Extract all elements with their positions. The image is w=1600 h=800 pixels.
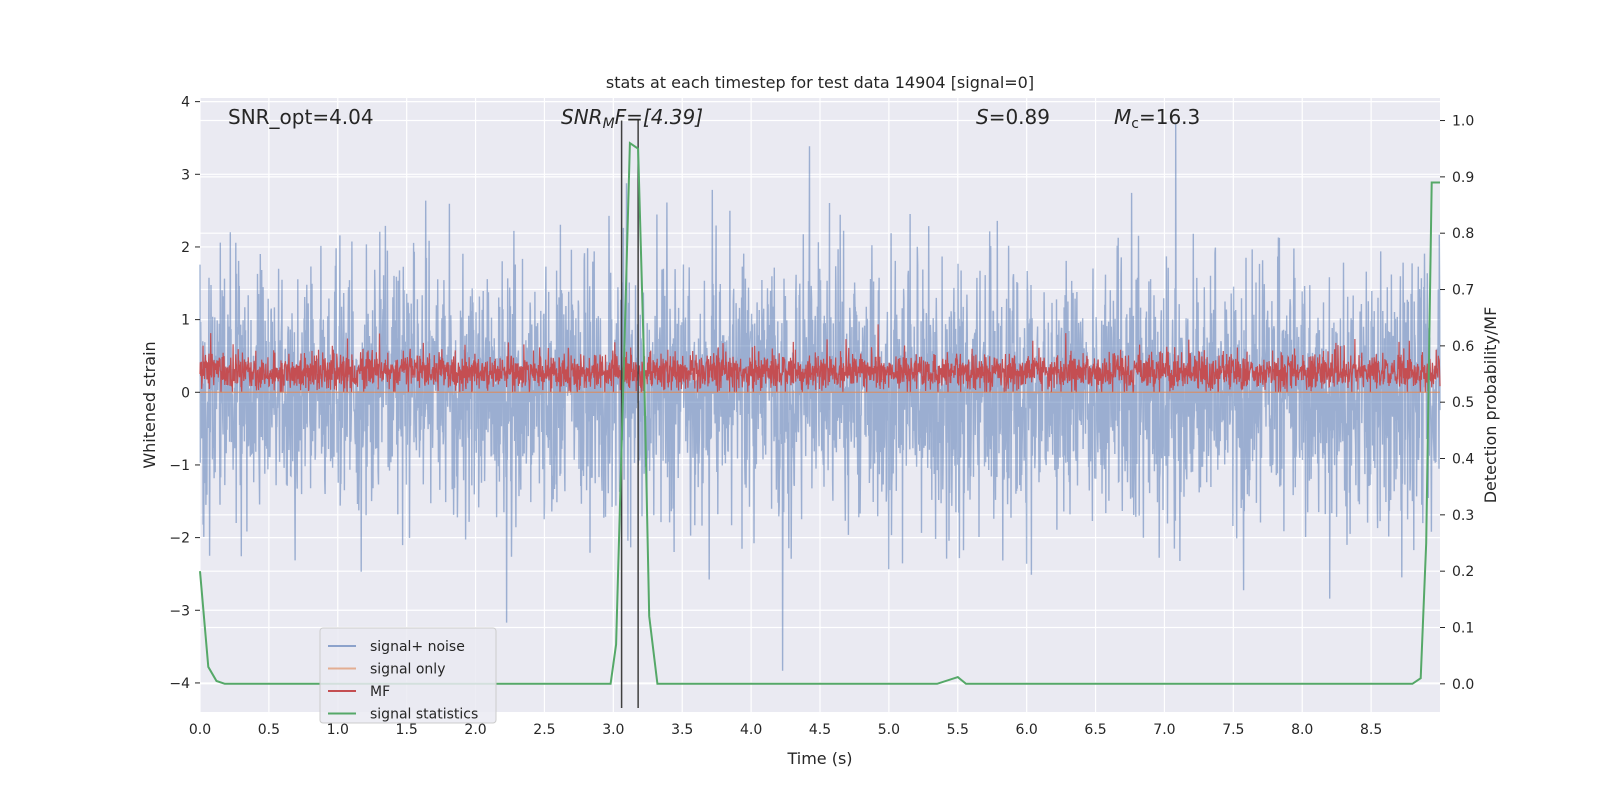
- annotation-s: S=0.89: [976, 105, 1050, 129]
- annotation-snr-mf-rest: F=[4.39]: [615, 105, 703, 129]
- x-tick-label: 8.0: [1291, 722, 1313, 738]
- annotation-mc-main: M: [1114, 105, 1131, 129]
- x-tick-label: 1.0: [327, 722, 349, 738]
- y-axis-label: Whitened strain: [140, 341, 159, 468]
- y-right-tick-label: 0.0: [1452, 677, 1474, 693]
- y-right-tick-label: 0.3: [1452, 508, 1474, 524]
- annotation-mc-sub: c: [1131, 116, 1139, 132]
- annotation-snr-mf-main: SNR: [561, 105, 603, 129]
- x-tick-label: 5.5: [947, 722, 969, 738]
- x-tick-label: 2.0: [464, 722, 486, 738]
- y-axis-right-label: Detection probability/MF: [1481, 307, 1500, 504]
- legend: signal+ noise signal only MF signal stat…: [319, 627, 497, 724]
- legend-label-signal-noise: signal+ noise: [370, 639, 465, 655]
- x-tick-label: 2.5: [533, 722, 555, 738]
- x-tick-label: 7.5: [1222, 722, 1244, 738]
- annotation-snr-opt: SNR_opt=4.04: [228, 105, 374, 129]
- legend-label-signal-statistics: signal statistics: [370, 707, 478, 723]
- x-tick-label: 6.5: [1084, 722, 1106, 738]
- y-right-tick-label: 0.5: [1452, 395, 1474, 411]
- y-tick-label: −2: [169, 531, 190, 547]
- y-tick-label: 3: [181, 167, 190, 183]
- annotation-s-rest: =0.89: [989, 105, 1050, 129]
- x-tick-label: 4.5: [809, 722, 831, 738]
- y-right-tick-label: 0.4: [1452, 452, 1474, 468]
- annotation-snr-mf-sub: M: [603, 116, 615, 132]
- y-tick-label: 4: [181, 95, 190, 111]
- y-right-tick-label: 0.9: [1452, 170, 1474, 186]
- y-tick-label: 0: [181, 385, 190, 401]
- legend-box: [319, 627, 497, 724]
- x-tick-label: 8.5: [1360, 722, 1382, 738]
- signal-statistics-trace: [199, 141, 1440, 685]
- x-axis-label: Time (s): [786, 749, 852, 768]
- legend-label-mf: MF: [370, 684, 390, 700]
- y-tick-label: −4: [169, 676, 190, 692]
- y-tick-label: 2: [181, 240, 190, 256]
- series-mf: [199, 324, 1441, 393]
- annotation-mc-rest: =16.3: [1139, 105, 1200, 129]
- annotation-snr-mf: SNRMF=[4.39]: [561, 105, 703, 132]
- annotation-s-main: S: [976, 105, 989, 129]
- legend-label-signal-only: signal only: [370, 662, 445, 678]
- mf-trace: [199, 324, 1441, 393]
- x-tick-label: 1.5: [396, 722, 418, 738]
- y-right-tick-label: 0.6: [1452, 339, 1474, 355]
- y-tick-label: −3: [169, 603, 190, 619]
- y-right-tick-label: 0.8: [1452, 226, 1474, 242]
- x-tick-label: 3.5: [671, 722, 693, 738]
- x-tick-label: 5.0: [878, 722, 900, 738]
- x-tick-label: 4.0: [740, 722, 762, 738]
- annotation-mc: Mc=16.3: [1114, 105, 1200, 132]
- y-right-tick-label: 0.1: [1452, 621, 1474, 637]
- x-tick-label: 7.0: [1153, 722, 1175, 738]
- x-tick-label: 0.0: [189, 722, 211, 738]
- axis-ticks: 0.0 0.5 1.0 1.5 2.0 2.5 3.0 3.5 4.0 4.5 5.0 5.5 6.0 6…: [169, 95, 1474, 738]
- y-right-tick-label: 1.0: [1452, 114, 1474, 130]
- chart-title: stats at each timestep for test data 149…: [606, 73, 1034, 92]
- y-tick-label: −1: [169, 458, 190, 474]
- y-right-tick-label: 0.2: [1452, 564, 1474, 580]
- series-signal-statistics: [199, 141, 1440, 685]
- x-tick-label: 6.0: [1016, 722, 1038, 738]
- x-tick-label: 0.5: [258, 722, 280, 738]
- y-tick-label: 1: [181, 313, 190, 329]
- x-tick-label: 3.0: [602, 722, 624, 738]
- y-right-tick-label: 0.7: [1452, 283, 1474, 299]
